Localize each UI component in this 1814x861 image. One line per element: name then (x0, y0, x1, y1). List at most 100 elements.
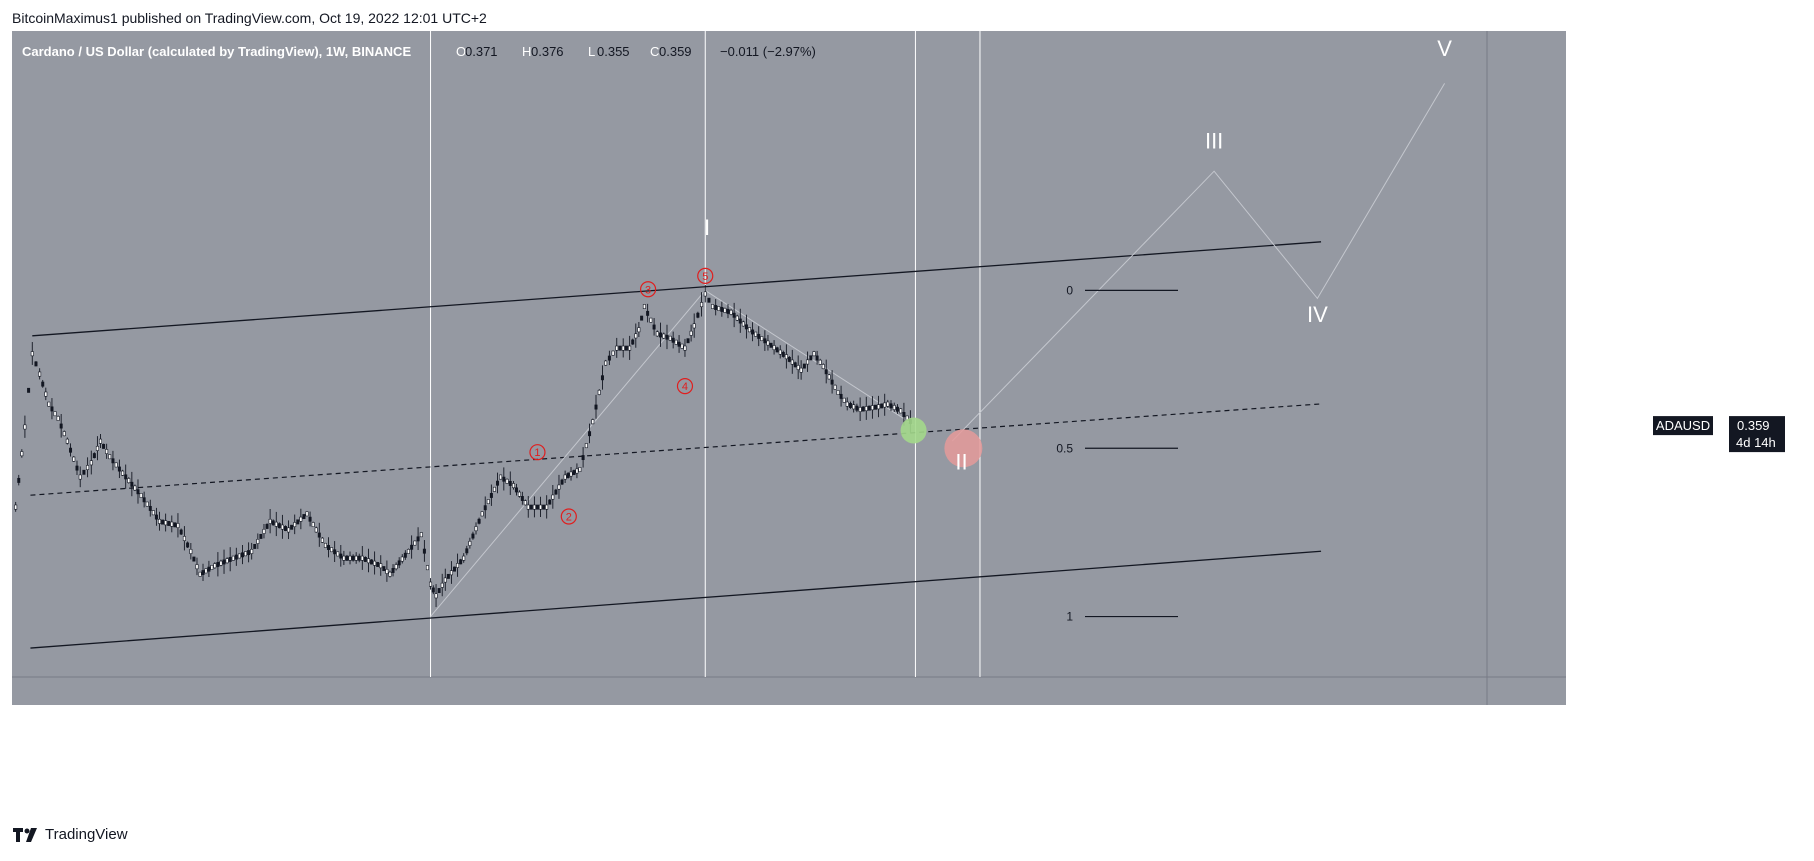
candle-body (382, 566, 386, 572)
candle-body (462, 555, 466, 561)
candle-body (631, 339, 635, 345)
chart-pane (12, 31, 1487, 677)
candle-body (870, 405, 874, 411)
candle-body (283, 526, 287, 531)
candle-body (496, 480, 500, 486)
candle-body (471, 533, 475, 539)
subwave-number: 3 (645, 284, 651, 296)
candle-body (373, 560, 377, 566)
candle-body (642, 304, 646, 309)
candle-body (65, 438, 69, 444)
subwave-circle (697, 267, 714, 284)
candle-body (735, 315, 739, 321)
candle-body (548, 499, 552, 505)
candle-body (23, 424, 27, 430)
candle-body (640, 315, 644, 321)
candle-body (198, 571, 202, 577)
candle-body (333, 549, 337, 555)
price-tag (1729, 416, 1785, 453)
candle-body (624, 345, 628, 351)
candle-body (563, 474, 567, 480)
candle-body (796, 365, 800, 370)
wave-label: III (1205, 129, 1223, 154)
candle-body (219, 560, 223, 566)
price-tag-countdown: 4d 14h (1736, 435, 1776, 450)
candle-body (806, 359, 810, 365)
candle-body (440, 582, 444, 588)
ohlc-key: O (456, 44, 466, 59)
candle-body (56, 415, 60, 421)
candle-body (560, 479, 564, 485)
fib-level-label: 0 (1066, 283, 1073, 297)
tradingview-brand[interactable]: TradingView (13, 826, 128, 843)
candle-body (287, 527, 291, 533)
candle-body (677, 341, 681, 347)
candle-body (902, 412, 906, 417)
subwave-label: 1 (529, 444, 546, 461)
candle-body (793, 362, 797, 368)
candle-body (240, 552, 244, 558)
subwave-label: 3 (639, 281, 657, 298)
candle-body (809, 355, 813, 361)
candle-body (668, 335, 672, 341)
candle-body (139, 493, 143, 498)
ohlc-key: C (650, 44, 659, 59)
candle-body (250, 549, 254, 554)
candle-body (689, 330, 693, 336)
candle-body (314, 527, 318, 533)
candle-body (237, 553, 241, 559)
candle-body (44, 391, 48, 397)
candle-body (111, 458, 115, 464)
candle-body (873, 404, 877, 410)
candle-body (293, 522, 297, 528)
candle-body (290, 524, 294, 530)
candle-body (299, 516, 303, 522)
candle-body (607, 355, 611, 361)
candle-body (225, 558, 229, 564)
chart-title: Cardano / US Dollar (calculated by Tradi… (22, 44, 411, 59)
candle-body (628, 345, 632, 351)
candle-body (784, 354, 788, 360)
candle-body (82, 469, 86, 475)
candle-body (410, 544, 414, 550)
subwave-circle (639, 281, 657, 298)
candle-body (189, 549, 193, 554)
candle-body (889, 403, 893, 409)
candle-body (72, 456, 76, 462)
candle-body (799, 367, 803, 373)
publisher-line: BitcoinMaximus1 published on TradingView… (12, 10, 487, 26)
candle-body (164, 520, 168, 526)
candle-body (416, 536, 420, 542)
candle-body (161, 519, 165, 525)
x-tick-label: Jul (1220, 791, 1238, 807)
candle-body (700, 302, 704, 308)
candle-body (480, 511, 484, 517)
candle-body (158, 518, 162, 524)
candle-body (812, 351, 816, 357)
candle-body (729, 309, 733, 315)
candle-body (213, 563, 217, 569)
y-tick-label: 0.040 (1737, 557, 1770, 572)
x-tick-label: Jul (667, 791, 685, 807)
candle-body (747, 327, 751, 333)
candle-body (75, 465, 79, 471)
candle-body (117, 466, 121, 472)
subwave-number: 5 (702, 271, 708, 283)
y-tick-label: 2.500 (1737, 293, 1770, 308)
candle-body (665, 334, 669, 340)
candle-body (268, 518, 272, 524)
ohlc-key: H (522, 44, 531, 59)
candle-body (114, 462, 118, 468)
candle-body (707, 297, 711, 303)
wave-label: IV (1307, 302, 1328, 327)
candle-body (594, 404, 598, 410)
candle-body (858, 407, 862, 412)
candle-body (717, 306, 721, 311)
candle-body (692, 323, 696, 329)
y-tick-label: 100.000 (1737, 57, 1784, 72)
candle-body (34, 361, 38, 367)
tradingview-logo-icon (13, 827, 37, 842)
candle-body (345, 555, 349, 561)
candle-body (253, 544, 257, 549)
